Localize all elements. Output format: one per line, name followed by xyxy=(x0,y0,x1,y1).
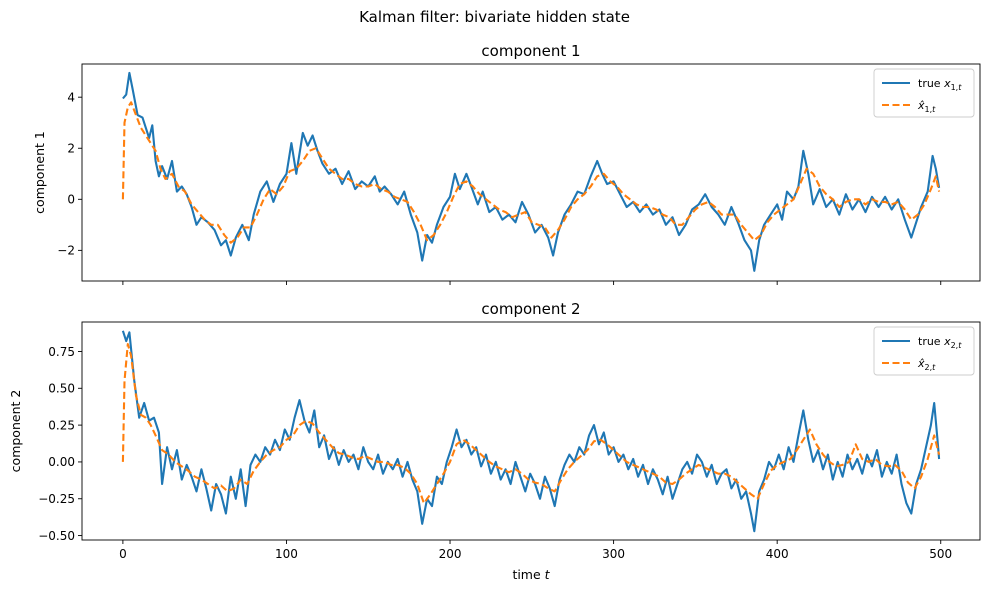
panel-title: component 2 xyxy=(481,300,580,318)
y-axis-label: component 1 xyxy=(32,131,47,214)
y-tick-label: −2 xyxy=(57,244,75,258)
y-tick-label: 0.25 xyxy=(48,418,75,432)
series-true-line xyxy=(121,330,941,533)
y-tick-label: 0.50 xyxy=(48,382,75,396)
legend: true x1,t x̂1,t xyxy=(873,68,975,118)
series-estimate-line xyxy=(121,101,941,244)
x-tick-label: 200 xyxy=(439,547,462,561)
x-axis-label: time t xyxy=(512,567,550,582)
legend-label: true x2,t xyxy=(918,335,962,350)
suptitle: Kalman filter: bivariate hidden state xyxy=(359,8,630,26)
x-tick-label: 400 xyxy=(766,547,789,561)
series-estimate-line xyxy=(121,343,941,505)
legend: true x2,t x̂2,t xyxy=(873,326,975,376)
legend-label: x̂2,t xyxy=(917,357,936,372)
x-tick-label: 500 xyxy=(929,547,952,561)
panels: component 1 −2 0 2 4 component 1 true x1,t x̂1,… xyxy=(8,42,981,561)
x-tick-label: 0 xyxy=(119,547,127,561)
y-tick-label: −0.50 xyxy=(38,529,75,543)
y-tick-label: 0 xyxy=(67,193,75,207)
legend-label: true x1,t xyxy=(918,77,962,92)
axes-frame xyxy=(81,321,981,541)
y-tick-label: 2 xyxy=(67,142,75,156)
y-tick-label: 4 xyxy=(67,90,75,104)
series-true-line xyxy=(122,71,941,272)
panel-title: component 1 xyxy=(481,42,580,60)
y-tick-label: −0.25 xyxy=(38,492,75,506)
axes-frame xyxy=(81,63,981,282)
x-tick-label: 300 xyxy=(602,547,625,561)
x-tick-label: 100 xyxy=(275,547,298,561)
y-tick-label: 0.00 xyxy=(48,455,75,469)
y-axis-label: component 2 xyxy=(8,390,23,473)
y-tick-label: 0.75 xyxy=(48,345,75,359)
series-group xyxy=(121,71,941,272)
series-group xyxy=(121,330,941,533)
panel-2: component 2 0 100 200 300 400 500 −0.50 −0.25 0.0… xyxy=(8,300,981,561)
panel-1: component 1 −2 0 2 4 component 1 true x1,t x̂1,… xyxy=(32,42,981,285)
legend-label: x̂1,t xyxy=(917,99,936,114)
